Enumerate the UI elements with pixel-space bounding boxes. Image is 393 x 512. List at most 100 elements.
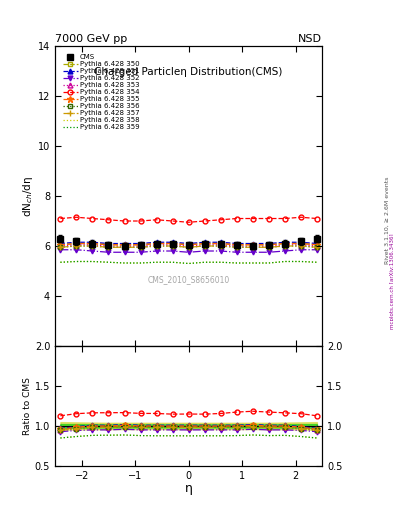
Pythia 6.428 354 <box>90 216 95 222</box>
Pythia 6.428 351 <box>219 239 223 245</box>
Pythia 6.428 351 <box>138 241 143 247</box>
Text: CMS_2010_S8656010: CMS_2010_S8656010 <box>147 275 230 285</box>
Pythia 6.428 354 <box>299 214 303 220</box>
Pythia 6.428 358 <box>219 259 223 265</box>
Pythia 6.428 358 <box>202 259 207 265</box>
Y-axis label: Ratio to CMS: Ratio to CMS <box>23 377 32 435</box>
Pythia 6.428 351 <box>58 241 63 247</box>
Pythia 6.428 355 <box>154 241 159 247</box>
Pythia 6.428 359 <box>266 260 271 266</box>
Pythia 6.428 358 <box>154 259 159 265</box>
Pythia 6.428 356 <box>154 243 159 249</box>
Pythia 6.428 358 <box>90 259 95 265</box>
Pythia 6.428 352 <box>283 248 287 254</box>
Pythia 6.428 350 <box>299 241 303 247</box>
Pythia 6.428 350 <box>122 242 127 248</box>
Pythia 6.428 352 <box>90 248 95 254</box>
Pythia 6.428 352 <box>219 248 223 254</box>
Pythia 6.428 358 <box>283 259 287 265</box>
Pythia 6.428 354 <box>283 216 287 222</box>
Pythia 6.428 354 <box>202 218 207 224</box>
Pythia 6.428 357 <box>202 243 207 249</box>
X-axis label: η: η <box>185 482 193 495</box>
Pythia 6.428 359 <box>170 259 175 265</box>
Pythia 6.428 356 <box>299 243 303 249</box>
Pythia 6.428 358 <box>299 259 303 265</box>
Pythia 6.428 355 <box>299 241 303 247</box>
Pythia 6.428 354 <box>219 217 223 223</box>
Pythia 6.428 359 <box>299 259 303 265</box>
Pythia 6.428 355 <box>74 241 79 247</box>
Pythia 6.428 358 <box>186 261 191 267</box>
Pythia 6.428 353 <box>219 242 223 248</box>
Pythia 6.428 359 <box>219 259 223 265</box>
Pythia 6.428 350 <box>266 242 271 248</box>
Text: NSD: NSD <box>298 33 322 44</box>
Pythia 6.428 358 <box>234 260 239 266</box>
Pythia 6.428 350 <box>58 242 63 248</box>
Pythia 6.428 351 <box>90 239 95 245</box>
Pythia 6.428 357 <box>299 243 303 249</box>
Pythia 6.428 356 <box>202 243 207 249</box>
Pythia 6.428 355 <box>186 242 191 248</box>
Pythia 6.428 357 <box>58 244 63 250</box>
Pythia 6.428 356 <box>106 244 111 250</box>
Pythia 6.428 351 <box>154 239 159 245</box>
Line: Pythia 6.428 350: Pythia 6.428 350 <box>58 241 320 247</box>
Pythia 6.428 358 <box>314 259 319 265</box>
Pythia 6.428 350 <box>250 242 255 248</box>
Pythia 6.428 354 <box>314 216 319 222</box>
Pythia 6.428 351 <box>74 239 79 245</box>
Pythia 6.428 359 <box>58 259 63 265</box>
Pythia 6.428 359 <box>234 260 239 266</box>
Pythia 6.428 351 <box>283 239 287 245</box>
Pythia 6.428 357 <box>314 244 319 250</box>
Pythia 6.428 356 <box>58 244 63 250</box>
Pythia 6.428 353 <box>186 243 191 249</box>
Pythia 6.428 357 <box>186 244 191 250</box>
Text: mcplots.cern.ch [arXiv:1306.3436]: mcplots.cern.ch [arXiv:1306.3436] <box>390 234 393 329</box>
Line: Pythia 6.428 357: Pythia 6.428 357 <box>58 243 320 250</box>
Pythia 6.428 359 <box>202 259 207 265</box>
Pythia 6.428 353 <box>283 242 287 248</box>
Pythia 6.428 358 <box>106 259 111 265</box>
Pythia 6.428 356 <box>170 243 175 249</box>
Pythia 6.428 356 <box>314 244 319 250</box>
Pythia 6.428 352 <box>106 249 111 255</box>
Pythia 6.428 350 <box>234 242 239 248</box>
Pythia 6.428 354 <box>106 217 111 223</box>
Pythia 6.428 359 <box>106 259 111 265</box>
Pythia 6.428 357 <box>106 244 111 250</box>
Pythia 6.428 352 <box>74 247 79 253</box>
Pythia 6.428 352 <box>314 247 319 253</box>
Pythia 6.428 357 <box>234 244 239 250</box>
Pythia 6.428 351 <box>250 241 255 247</box>
Pythia 6.428 357 <box>283 243 287 249</box>
Pythia 6.428 352 <box>138 249 143 255</box>
Pythia 6.428 352 <box>299 247 303 253</box>
Pythia 6.428 356 <box>90 243 95 249</box>
Pythia 6.428 350 <box>90 241 95 247</box>
Line: Pythia 6.428 358: Pythia 6.428 358 <box>61 262 317 264</box>
Pythia 6.428 350 <box>219 241 223 247</box>
Pythia 6.428 356 <box>266 244 271 250</box>
Pythia 6.428 357 <box>138 244 143 250</box>
Pythia 6.428 353 <box>234 243 239 249</box>
Pythia 6.428 350 <box>154 241 159 247</box>
Pythia 6.428 356 <box>219 243 223 249</box>
Pythia 6.428 354 <box>170 218 175 224</box>
Pythia 6.428 355 <box>90 241 95 247</box>
Pythia 6.428 354 <box>266 216 271 222</box>
Pythia 6.428 356 <box>234 244 239 250</box>
Pythia 6.428 351 <box>299 239 303 245</box>
Pythia 6.428 356 <box>186 244 191 250</box>
Pythia 6.428 359 <box>122 260 127 266</box>
Line: Pythia 6.428 354: Pythia 6.428 354 <box>58 215 320 225</box>
Pythia 6.428 353 <box>138 243 143 249</box>
Pythia 6.428 353 <box>202 242 207 248</box>
Pythia 6.428 350 <box>314 242 319 248</box>
Pythia 6.428 359 <box>314 259 319 265</box>
Pythia 6.428 350 <box>138 242 143 248</box>
Pythia 6.428 358 <box>250 260 255 266</box>
Pythia 6.428 352 <box>266 249 271 255</box>
